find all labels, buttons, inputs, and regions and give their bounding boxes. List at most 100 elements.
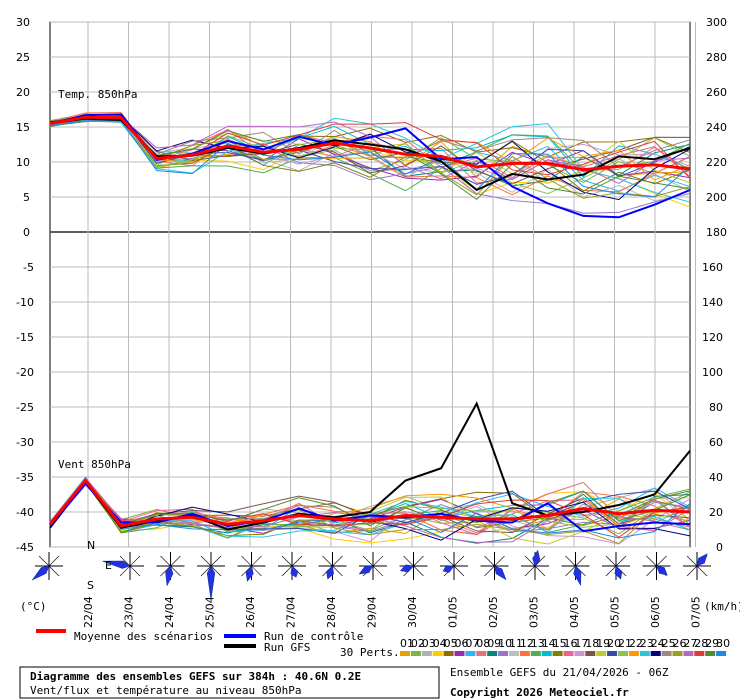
wind-control-line (49, 482, 691, 533)
pert-swatch-16 (563, 651, 574, 656)
pert-swatch-15 (552, 651, 563, 656)
x-tick-label: 02/05 (487, 596, 500, 628)
temp-left-tick: 5 (23, 191, 30, 204)
pert-number-12: 12 (520, 637, 534, 650)
pert-number-04: 04 (433, 637, 447, 650)
pert-swatch-01 (400, 651, 410, 656)
x-tick-label: 04/05 (568, 596, 581, 628)
wind-rose-3 (156, 552, 185, 587)
rose-petal (102, 560, 131, 569)
pert-number-16: 16 (564, 637, 578, 650)
temp-left-tick: 15 (16, 121, 30, 134)
pert-swatch-02 (410, 651, 421, 656)
temp-left-tick: 25 (16, 51, 30, 64)
wind-right-tick: 160 (702, 261, 723, 274)
pert-number-05: 05 (444, 637, 458, 650)
wind-perturbation-13 (49, 478, 691, 534)
wind-series (48, 401, 691, 545)
pert-number-08: 08 (476, 637, 490, 650)
wind-right-tick: 40 (709, 471, 723, 484)
temp-perturbation-11 (49, 116, 691, 202)
wind-rose-2 (102, 552, 144, 580)
pert-number-11: 11 (509, 637, 523, 650)
pert-swatch-06 (454, 651, 465, 656)
compass-s: S (87, 579, 94, 592)
footer-copyright: Copyright 2026 Meteociel.fr (450, 686, 629, 699)
celsius-unit-label: (°C) (20, 600, 47, 613)
temp-left-tick: 30 (16, 16, 30, 29)
axis-tick-labels: 051015202530180200220240260280300-45-40-… (16, 16, 727, 628)
pert-number-30: 30 (716, 637, 730, 650)
pert-swatch-25 (661, 651, 672, 656)
temperature-grid (50, 21, 696, 233)
pert-swatch-11 (509, 651, 519, 656)
pert-swatch-27 (683, 651, 694, 656)
wind-right-tick: 100 (702, 366, 723, 379)
wind-rose-1 (31, 552, 63, 581)
rose-petal (206, 565, 216, 601)
x-tick-label: 26/04 (244, 596, 257, 628)
x-tick-label: 22/04 (82, 596, 95, 628)
wind-rose-11 (480, 552, 509, 581)
legend-perts-label: 30 Perts. (340, 646, 400, 659)
pert-number-19: 19 (596, 637, 610, 650)
x-tick-label: 25/04 (204, 596, 217, 628)
pert-number-20: 20 (607, 637, 621, 650)
footer-box (19, 666, 440, 699)
wind-right-tick: 0 (716, 541, 723, 554)
temp-mean-line (49, 115, 691, 172)
temp-left-tick: 20 (16, 86, 30, 99)
kmh-unit-label: (km/h) (704, 600, 740, 613)
pert-number-24: 24 (651, 637, 665, 650)
pert-swatch-03 (421, 651, 432, 656)
perturbation-legend: 0102030405060708091011121314151617181920… (400, 637, 730, 656)
temp-perturbation-30 (49, 119, 691, 198)
pert-number-28: 28 (694, 637, 708, 650)
pert-number-09: 09 (487, 637, 501, 650)
wind-right-tick: 80 (709, 401, 723, 414)
x-tick-label: 29/04 (366, 596, 379, 628)
temp-right-tick: 200 (706, 191, 727, 204)
pert-number-29: 29 (705, 637, 719, 650)
pert-number-15: 15 (553, 637, 567, 650)
compass-e: E (105, 559, 112, 572)
x-tick-label: 23/04 (123, 596, 136, 628)
pert-swatch-30 (716, 651, 727, 656)
pert-swatch-24 (650, 651, 661, 656)
x-tick-label: 03/05 (528, 596, 541, 628)
wind-left-tick: -15 (16, 331, 34, 344)
footer-subtitle: Vent/flux et température au niveau 850hP… (30, 684, 302, 697)
pert-swatch-20 (607, 651, 618, 656)
pert-number-23: 23 (640, 637, 654, 650)
wind-left-tick: -40 (16, 506, 34, 519)
rose-petal (358, 565, 374, 575)
wind-gfs-line (49, 401, 691, 531)
pert-swatch-26 (672, 651, 683, 656)
temperature-panel-label: Temp. 850hPa (58, 88, 137, 101)
rose-petal (532, 549, 541, 567)
pert-number-10: 10 (498, 637, 512, 650)
pert-number-27: 27 (683, 637, 697, 650)
pert-number-14: 14 (542, 637, 556, 650)
footer-run: Ensemble GEFS du 21/04/2026 - 06Z (450, 666, 669, 679)
pert-number-01: 01 (400, 637, 414, 650)
rose-petal (245, 565, 254, 583)
x-tick-label: 05/05 (609, 596, 622, 628)
wind-left-tick: -45 (16, 541, 34, 554)
wind-rose-6 (278, 552, 306, 580)
rose-petal (31, 565, 50, 581)
legend: Moyenne des scénarios Run de contrôle Ru… (36, 629, 730, 659)
wind-left-tick: -5 (23, 261, 34, 274)
rose-petal (494, 565, 507, 581)
temperature-series (49, 111, 691, 219)
wind-left-tick: -35 (16, 471, 34, 484)
pert-swatch-05 (443, 651, 454, 656)
rose-petal (573, 565, 582, 587)
temp-perturbation-24 (49, 115, 691, 201)
x-tick-label: 06/05 (649, 596, 662, 628)
pert-number-18: 18 (585, 637, 599, 650)
temp-right-tick: 280 (706, 51, 727, 64)
temp-left-tick: 0 (23, 226, 30, 239)
wind-right-tick: 120 (702, 331, 723, 344)
